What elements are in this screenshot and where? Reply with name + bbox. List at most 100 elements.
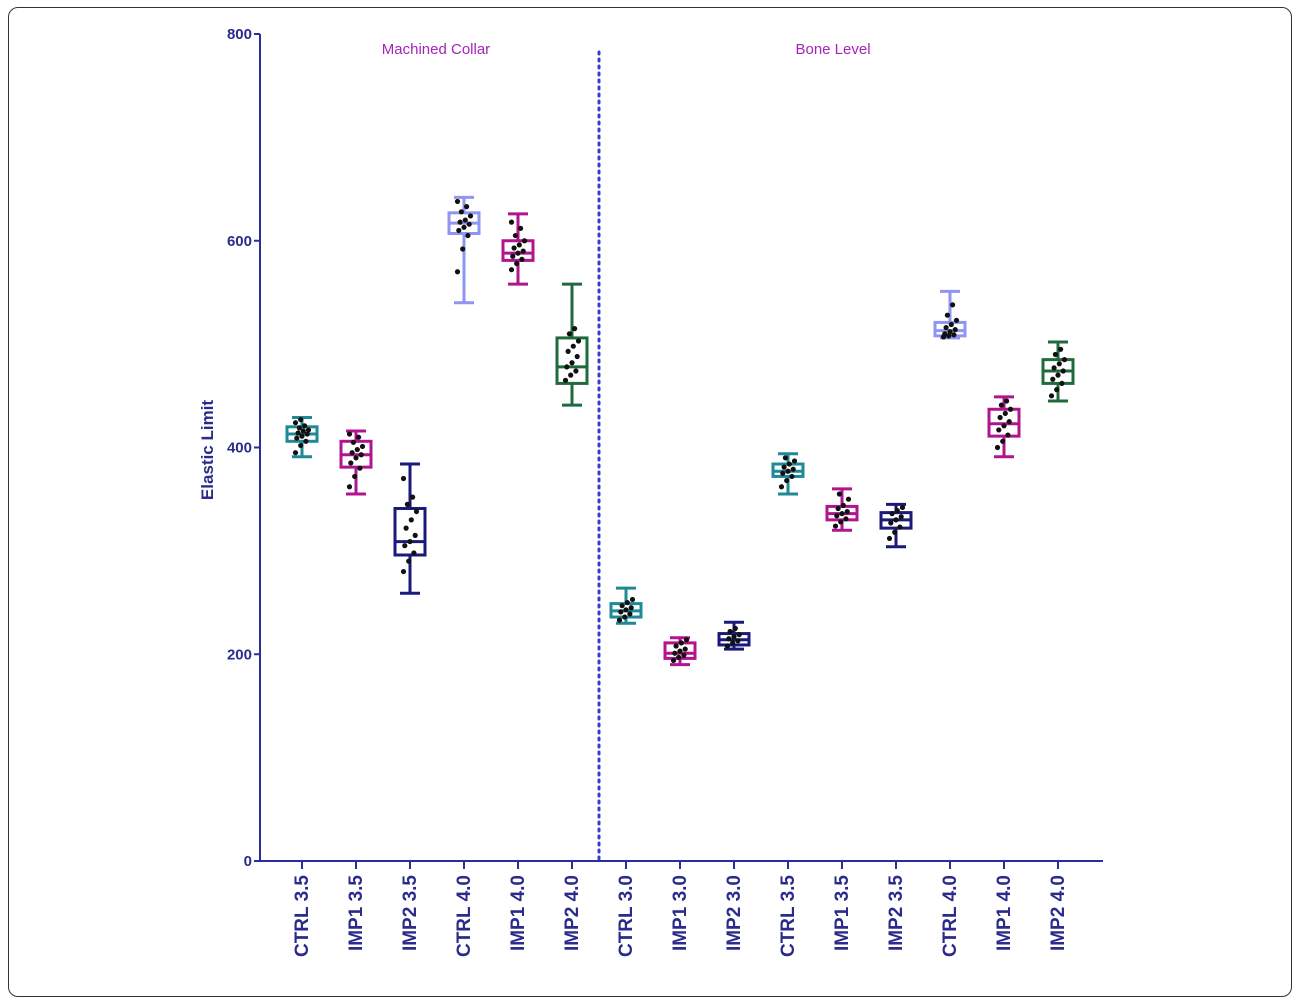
data-point [573, 368, 579, 374]
data-point [454, 198, 461, 205]
data-point [735, 638, 741, 644]
x-tick-label: IMP2 3.5 [400, 875, 421, 951]
x-tick-label: IMP2 4.0 [562, 875, 583, 951]
x-tick-label: IMP1 4.0 [994, 875, 1015, 951]
data-point [508, 267, 515, 273]
y-tick-label: 0 [244, 853, 252, 870]
data-point [952, 327, 958, 333]
data-point [456, 227, 462, 234]
data-point [466, 221, 472, 227]
data-point [886, 535, 893, 542]
data-point [790, 466, 796, 472]
data-point [1058, 346, 1064, 352]
data-point [292, 420, 299, 426]
box-14 [1041, 340, 1075, 403]
y-tick-label: 600 [227, 233, 252, 250]
data-point [1060, 368, 1066, 374]
data-point [1048, 393, 1055, 399]
x-tick-label: IMP1 3.5 [346, 875, 367, 951]
box-6 [609, 586, 643, 625]
data-point [298, 442, 304, 449]
data-point [778, 484, 785, 490]
data-point [726, 636, 732, 642]
data-point [1001, 423, 1007, 429]
data-point [402, 543, 408, 549]
x-tick-label: CTRL 3.0 [616, 875, 637, 957]
data-point [410, 494, 416, 500]
data-point [791, 458, 798, 464]
data-point [520, 248, 526, 254]
data-point [844, 508, 850, 515]
data-point [574, 353, 580, 360]
box-10 [825, 487, 859, 532]
data-point [357, 465, 363, 471]
x-tick-label: CTRL 3.5 [292, 875, 313, 957]
data-point [1051, 365, 1057, 371]
data-point [411, 550, 417, 556]
data-point [727, 628, 733, 635]
y-axis-label: Elastic Limit [198, 400, 217, 500]
data-point [950, 302, 956, 308]
data-point [516, 242, 522, 248]
y-tick-labels: 0 200 400 600 800 [227, 26, 252, 870]
data-point [1007, 406, 1014, 412]
x-tick-label: IMP2 3.5 [886, 875, 907, 951]
group-title-machined-collar: Machined Collar [382, 41, 490, 58]
y-tick-label: 400 [227, 440, 252, 457]
data-point [572, 326, 578, 332]
data-point [622, 614, 628, 620]
data-point [838, 519, 844, 525]
data-point [519, 256, 525, 262]
data-point [564, 364, 570, 370]
box-0 [285, 416, 319, 459]
data-point [305, 427, 312, 433]
data-point [359, 443, 366, 450]
x-tick-label: IMP2 3.0 [724, 875, 745, 951]
data-point [400, 568, 407, 575]
data-point [784, 477, 790, 484]
data-point [1050, 376, 1056, 382]
data-point [789, 473, 795, 480]
data-point [467, 213, 474, 219]
data-point [951, 332, 957, 338]
box-5 [555, 282, 589, 407]
data-point [354, 446, 360, 453]
data-point [408, 517, 414, 523]
data-point [304, 431, 310, 437]
data-point [678, 640, 684, 646]
data-point [948, 321, 954, 328]
data-point [670, 657, 677, 664]
data-point [1059, 380, 1065, 387]
data-point [412, 532, 418, 538]
box-11 [879, 502, 913, 549]
data-point [736, 632, 742, 638]
data-point [352, 473, 358, 480]
data-point [454, 269, 461, 275]
y-axis [254, 33, 261, 862]
data-point [299, 433, 305, 439]
data-point [731, 634, 737, 640]
data-point [346, 431, 353, 437]
x-tick-labels: CTRL 3.5 IMP1 3.5 IMP2 3.5 CTRL 4.0 IMP1 4.0… [292, 875, 1069, 957]
data-point [349, 450, 355, 456]
data-point [627, 611, 633, 617]
data-point [1052, 351, 1058, 358]
data-point [510, 253, 516, 259]
data-point [298, 416, 304, 423]
data-point [835, 505, 841, 512]
data-point [296, 425, 302, 431]
box-8 [717, 620, 751, 651]
data-point [953, 317, 960, 323]
data-point [348, 460, 354, 466]
data-point [629, 596, 636, 603]
data-point [461, 224, 467, 230]
data-point [894, 507, 900, 514]
data-point [464, 204, 470, 210]
data-point [569, 360, 575, 366]
box-3 [447, 195, 481, 305]
data-point [623, 607, 629, 613]
data-point [628, 605, 634, 611]
data-point [682, 646, 688, 652]
x-tick-label: CTRL 4.0 [940, 875, 961, 957]
data-point [302, 423, 308, 429]
